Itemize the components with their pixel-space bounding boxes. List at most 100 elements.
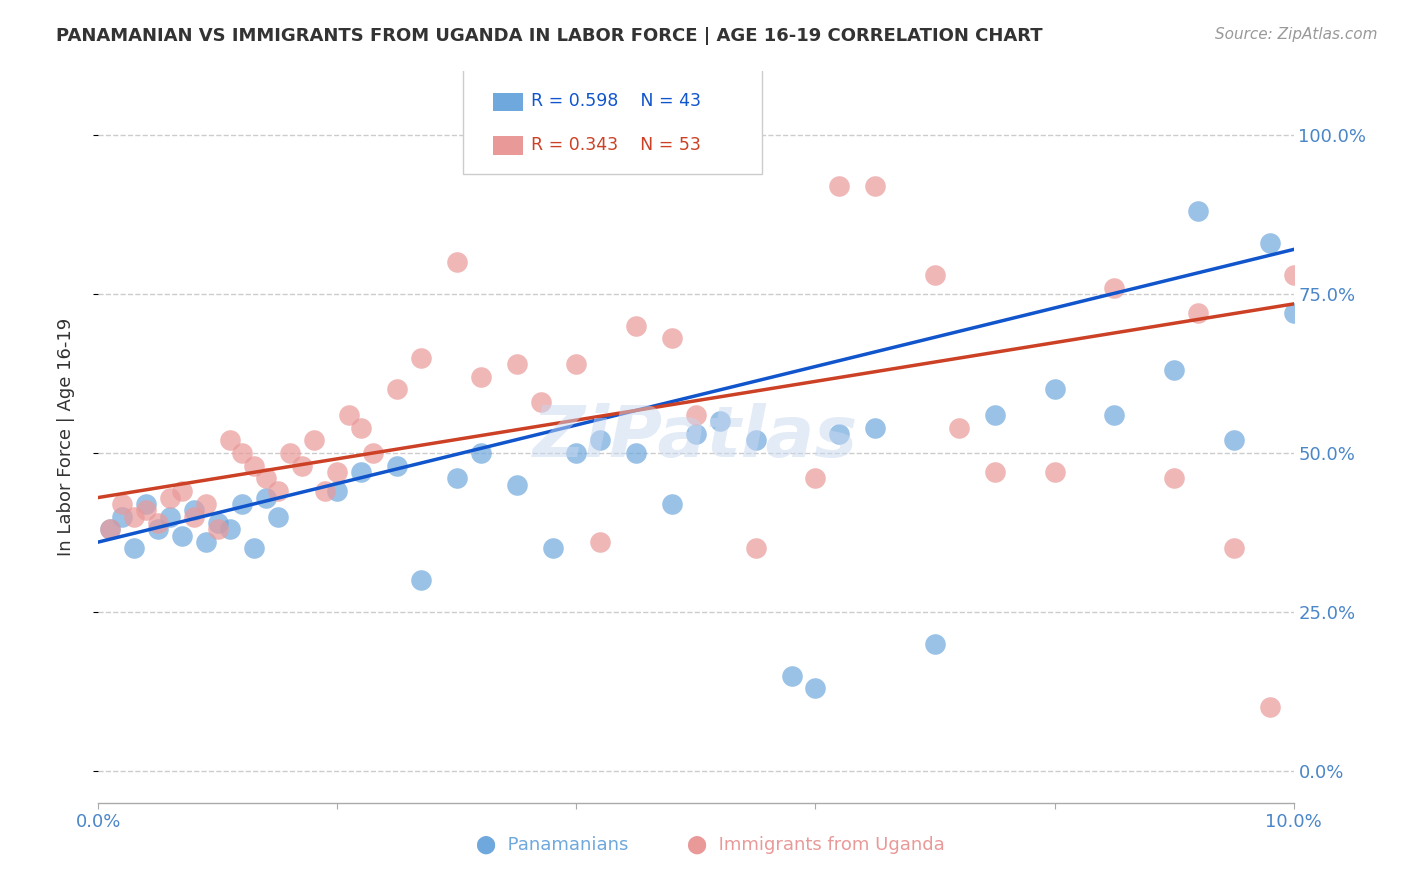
Point (1104, 280, 1126, 294)
Point (111, 497, 134, 511)
Point (685, 426, 707, 441)
Text: R = 0.343    N = 53: R = 0.343 N = 53 (531, 136, 702, 154)
Point (541, 541, 564, 556)
Point (626, 446, 648, 460)
Point (1223, 541, 1246, 556)
Text: R = 0.598    N = 43: R = 0.598 N = 43 (531, 93, 702, 111)
Point (98, 522, 122, 536)
Point (98, 522, 122, 536)
Point (183, 503, 205, 517)
Point (1163, 471, 1185, 485)
Point (865, 420, 887, 434)
Point (446, 471, 468, 485)
Point (135, 497, 157, 511)
Point (350, 465, 373, 479)
Point (1282, 306, 1305, 320)
Point (172, 529, 194, 543)
Point (1043, 383, 1066, 397)
Point (745, 541, 768, 556)
Point (1282, 268, 1305, 282)
Point (565, 357, 588, 371)
Point (124, 509, 146, 524)
Point (589, 535, 612, 549)
Point (1163, 363, 1185, 377)
Point (339, 408, 361, 422)
FancyBboxPatch shape (494, 136, 523, 154)
Text: ⬤  Immigrants from Uganda: ⬤ Immigrants from Uganda (686, 836, 945, 854)
Point (589, 434, 612, 448)
Point (267, 484, 290, 499)
Point (565, 446, 588, 460)
Point (159, 491, 181, 505)
Text: ZiPatlas: ZiPatlas (533, 402, 859, 472)
Point (685, 408, 707, 422)
Point (363, 446, 385, 460)
Point (243, 541, 266, 556)
Point (195, 535, 218, 549)
FancyBboxPatch shape (463, 64, 762, 174)
Point (326, 465, 349, 479)
Point (661, 331, 683, 345)
Point (804, 681, 827, 696)
Point (183, 509, 205, 524)
FancyBboxPatch shape (494, 93, 523, 111)
Point (1187, 306, 1209, 320)
Point (1258, 236, 1281, 251)
Text: ⬤  Panamanians: ⬤ Panamanians (477, 836, 628, 854)
Point (135, 503, 157, 517)
Point (302, 434, 325, 448)
Point (506, 477, 529, 491)
Point (470, 369, 492, 384)
Point (172, 484, 194, 499)
Point (231, 497, 253, 511)
Point (804, 471, 827, 485)
Point (828, 178, 851, 193)
Point (315, 484, 337, 499)
Point (148, 516, 170, 530)
Point (984, 465, 1007, 479)
Point (530, 395, 553, 409)
Point (1258, 700, 1281, 714)
Point (326, 484, 349, 499)
Point (411, 351, 433, 365)
Text: PANAMANIAN VS IMMIGRANTS FROM UGANDA IN LABOR FORCE | AGE 16-19 CORRELATION CHAR: PANAMANIAN VS IMMIGRANTS FROM UGANDA IN … (56, 27, 1043, 45)
Point (350, 420, 373, 434)
Point (385, 458, 409, 473)
Point (159, 509, 181, 524)
Point (1343, 287, 1365, 301)
Point (984, 408, 1007, 422)
Point (385, 383, 409, 397)
Point (506, 357, 529, 371)
Point (924, 637, 946, 651)
Point (278, 446, 301, 460)
Point (924, 268, 946, 282)
Point (626, 318, 648, 333)
Point (219, 522, 242, 536)
Point (207, 522, 229, 536)
Point (231, 446, 253, 460)
Point (745, 434, 768, 448)
Y-axis label: In Labor Force | Age 16-19: In Labor Force | Age 16-19 (56, 318, 75, 557)
Point (1104, 408, 1126, 422)
Text: Source: ZipAtlas.com: Source: ZipAtlas.com (1215, 27, 1378, 42)
Point (1402, 306, 1406, 320)
Point (446, 255, 468, 269)
Point (709, 414, 731, 428)
Point (254, 471, 277, 485)
Point (1187, 204, 1209, 219)
Point (1306, 351, 1329, 365)
Point (219, 434, 242, 448)
Point (195, 497, 218, 511)
Point (1043, 465, 1066, 479)
Point (254, 491, 277, 505)
Point (661, 497, 683, 511)
Point (865, 178, 887, 193)
Point (411, 573, 433, 587)
Point (1378, 318, 1400, 333)
Point (124, 541, 146, 556)
Point (291, 458, 314, 473)
Point (267, 509, 290, 524)
Point (111, 509, 134, 524)
Point (828, 426, 851, 441)
Point (948, 420, 970, 434)
